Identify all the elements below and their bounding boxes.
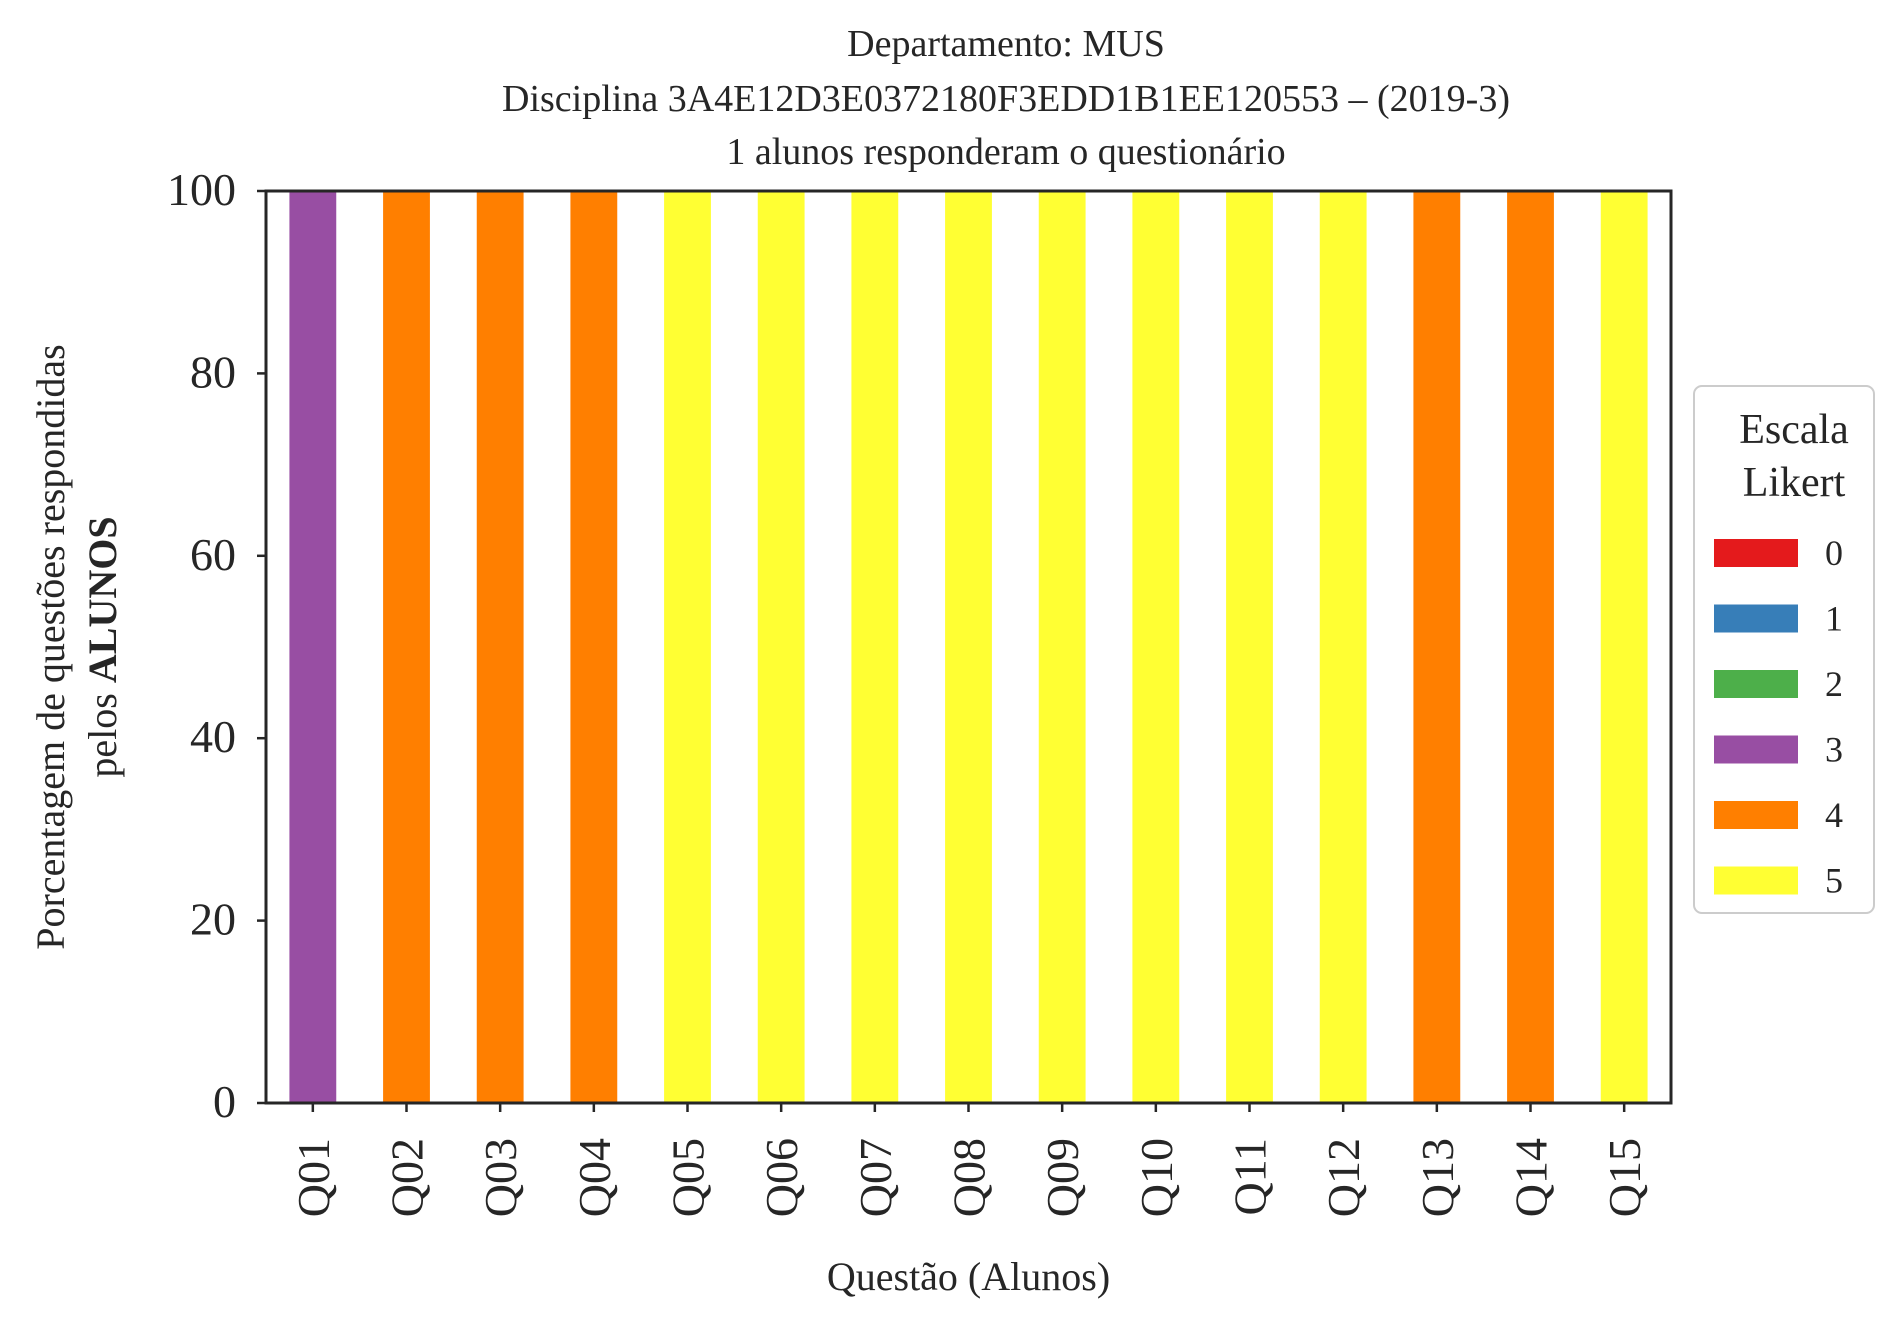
legend-label-1: 1: [1825, 599, 1843, 639]
bar-Q02-series-4: [383, 191, 430, 1103]
legend-swatch-2: [1714, 670, 1798, 698]
legend-label-0: 0: [1825, 533, 1843, 573]
x-tick-label-Q14: Q14: [1506, 1138, 1557, 1217]
bar-Q04-series-4: [570, 191, 618, 1103]
legend-title-line-2: Likert: [1743, 460, 1846, 506]
x-tick-label-Q01: Q01: [288, 1138, 339, 1217]
y-tick-label-40: 40: [190, 711, 236, 762]
bar-Q15-series-5: [1600, 191, 1648, 1103]
x-tick-label-Q03: Q03: [475, 1138, 526, 1217]
x-tick-label-Q02: Q02: [382, 1138, 433, 1217]
legend-label-4: 4: [1825, 795, 1843, 835]
x-tick-label-Q13: Q13: [1412, 1138, 1463, 1217]
x-tick-label-Q05: Q05: [663, 1138, 714, 1217]
bar-Q11-series-5: [1226, 191, 1273, 1103]
legend-title-line-1: Escala: [1739, 407, 1849, 453]
y-tick-label-0: 0: [213, 1076, 236, 1127]
chart-title-line-3: 1 alunos responderam o questionário: [726, 131, 1286, 173]
bar-Q07-series-5: [851, 191, 899, 1103]
x-tick-label-Q11: Q11: [1225, 1138, 1276, 1216]
bar-Q01-series-3: [289, 191, 337, 1103]
x-tick-label-Q06: Q06: [756, 1138, 807, 1217]
x-tick-label-Q08: Q08: [944, 1138, 995, 1217]
legend-label-2: 2: [1825, 664, 1843, 704]
legend-swatch-4: [1714, 801, 1798, 829]
y-axis-label-prefix: pelos: [80, 683, 125, 777]
x-tick-label-Q04: Q04: [569, 1138, 620, 1217]
x-tick-label-Q12: Q12: [1318, 1138, 1369, 1217]
legend-swatch-0: [1714, 539, 1798, 567]
bar-Q14-series-4: [1507, 191, 1554, 1103]
bar-Q03-series-4: [476, 191, 524, 1103]
chart-title-line-1: Departamento: MUS: [847, 23, 1165, 65]
x-tick-label-Q07: Q07: [850, 1138, 901, 1217]
legend-label-3: 3: [1825, 730, 1843, 770]
y-axis-label-line-2: pelos ALUNOS: [80, 516, 125, 777]
y-tick-label-60: 60: [190, 529, 236, 580]
bar-Q05-series-5: [664, 191, 711, 1103]
chart-title-line-2: Disciplina 3A4E12D3E0372180F3EDD1B1EE120…: [502, 78, 1510, 120]
y-axis-label-bold: ALUNOS: [80, 516, 125, 683]
legend-swatch-5: [1714, 866, 1798, 895]
bar-Q09-series-5: [1038, 191, 1086, 1103]
x-tick-label-Q15: Q15: [1599, 1138, 1650, 1217]
legend-label-5: 5: [1825, 861, 1843, 901]
y-tick-label-20: 20: [190, 894, 236, 945]
x-tick-label-Q10: Q10: [1131, 1138, 1182, 1217]
legend-swatch-3: [1714, 735, 1798, 764]
legend-box: [1693, 385, 1875, 914]
bar-Q08-series-5: [945, 191, 992, 1103]
bar-Q06-series-5: [757, 191, 805, 1103]
bar-Q10-series-5: [1132, 191, 1180, 1103]
y-tick-label-100: 100: [167, 164, 236, 215]
y-axis-label-line-1: Porcentagem de questões respondidas: [28, 344, 73, 949]
bar-Q12-series-5: [1319, 191, 1367, 1103]
x-tick-label-Q09: Q09: [1037, 1138, 1088, 1217]
x-axis-label: Questão (Alunos): [827, 1254, 1110, 1299]
bar-Q13-series-4: [1413, 191, 1461, 1103]
legend-swatch-1: [1714, 604, 1798, 633]
y-tick-label-80: 80: [190, 346, 236, 397]
